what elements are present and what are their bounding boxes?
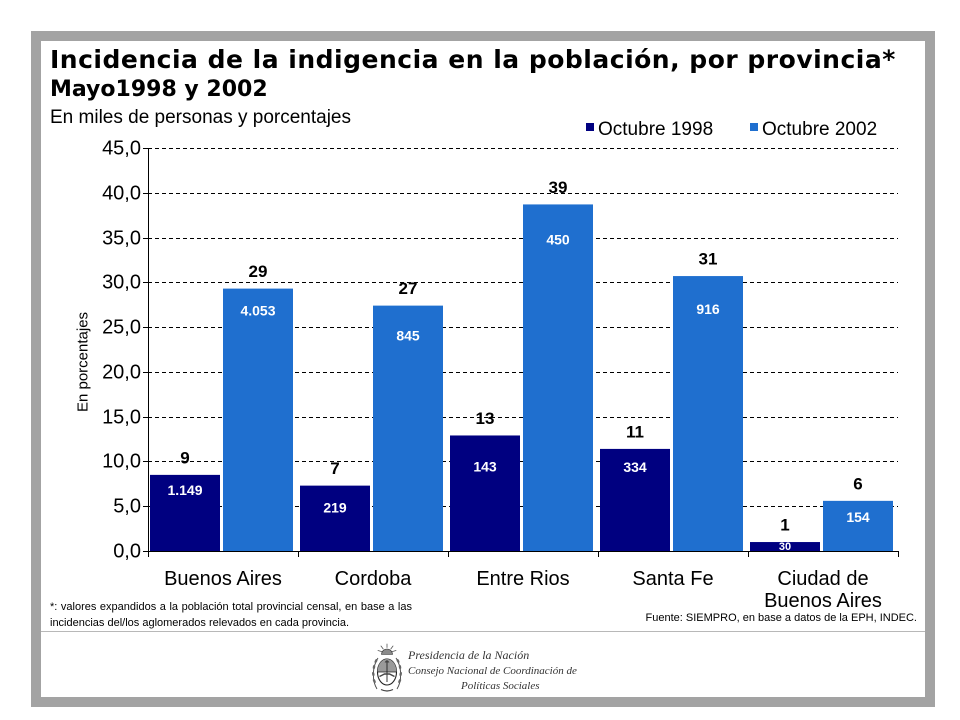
bar-persons-label: 143 [473, 458, 497, 474]
x-category-label: Santa Fe [632, 568, 713, 590]
bar-percent-label: 6 [853, 474, 862, 493]
bar-persons-label: 845 [396, 328, 420, 344]
x-category-label: Entre Rios [476, 568, 569, 590]
logo-line-consejo: Consejo Nacional de Coordinación de [408, 665, 577, 677]
bar-persons-label: 219 [323, 500, 347, 516]
y-tick-label: 25,0 [102, 317, 141, 339]
bar-persons-label: 4.053 [240, 303, 275, 319]
y-axis-title: En porcentajes [75, 312, 92, 412]
bar-octubre-1998 [750, 542, 820, 551]
y-tick-label: 45,0 [102, 138, 141, 160]
y-tick-label: 0,0 [113, 541, 141, 563]
bar-persons-label: 1.149 [167, 482, 202, 498]
bar-chart: 0,05,010,015,020,025,030,035,040,045,091… [75, 119, 899, 613]
bar-percent-label: 13 [476, 409, 495, 428]
y-tick-label: 35,0 [102, 228, 141, 250]
bar-octubre-2002 [823, 500, 893, 551]
logo-line-politicas: Políticas Sociales [461, 680, 540, 692]
y-tick-label: 20,0 [102, 362, 141, 384]
y-tick-label: 15,0 [102, 407, 141, 429]
slide-subtitle: Mayo1998 y 2002 [50, 77, 268, 102]
label-layer: 0,05,010,015,020,025,030,035,040,045,091… [102, 138, 882, 613]
logo-line-presidencia: Presidencia de la Nación [408, 648, 530, 662]
bar-octubre-1998 [300, 485, 370, 551]
coat-of-arms-icon [372, 643, 402, 692]
legend-swatch-octubre-1998 [586, 123, 594, 131]
x-category-label: Ciudad de Buenos Aires [764, 568, 882, 612]
bar-percent-label: 39 [549, 178, 568, 197]
bar-persons-label: 334 [623, 459, 647, 475]
bar-octubre-2002 [373, 305, 443, 551]
bar-percent-label: 11 [626, 422, 644, 441]
bar-percent-label: 9 [180, 448, 189, 467]
bar-percent-label: 31 [699, 250, 718, 269]
x-category-label: Cordoba [335, 568, 413, 590]
footnote: *: valores expandidos a la población tot… [50, 601, 412, 629]
y-tick-label: 10,0 [102, 451, 141, 473]
units-note: En miles de personas y porcentajes [50, 107, 351, 128]
legend: Octubre 1998 Octubre 2002 [586, 119, 877, 140]
legend-label: Octubre 2002 [762, 119, 877, 140]
footer-divider [41, 631, 925, 632]
y-tick-label: 5,0 [113, 496, 141, 518]
legend-swatch-octubre-2002 [750, 123, 758, 131]
y-tick-label: 30,0 [102, 272, 141, 294]
bar-persons-label: 916 [696, 301, 720, 317]
bar-layer [150, 204, 893, 552]
bar-octubre-1998 [450, 435, 520, 551]
bar-persons-label: 30 [779, 541, 791, 553]
bar-octubre-2002 [523, 204, 593, 552]
bar-persons-label: 450 [546, 231, 570, 247]
slide-title: Incidencia de la indigencia en la poblac… [50, 45, 896, 74]
bar-persons-label: 154 [846, 509, 870, 525]
bar-percent-label: 29 [249, 262, 268, 281]
x-category-label: Buenos Aires [164, 568, 282, 590]
bar-percent-label: 7 [330, 459, 339, 478]
slide-frame [31, 31, 935, 707]
y-tick-label: 40,0 [102, 183, 141, 205]
axis-layer [143, 148, 899, 557]
bar-octubre-2002 [673, 276, 743, 551]
bar-percent-label: 1 [780, 516, 789, 535]
bar-octubre-2002 [223, 288, 293, 551]
legend-label: Octubre 1998 [598, 119, 713, 140]
bar-percent-label: 27 [399, 279, 418, 298]
bar-octubre-1998 [600, 448, 670, 551]
source-note: Fuente: SIEMPRO, en base a datos de la E… [645, 612, 917, 624]
bar-octubre-1998 [150, 474, 220, 551]
